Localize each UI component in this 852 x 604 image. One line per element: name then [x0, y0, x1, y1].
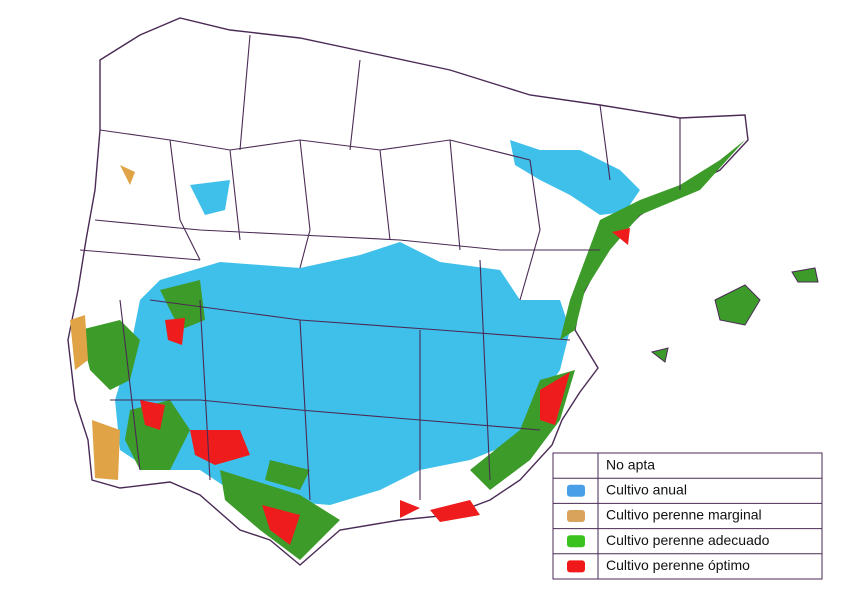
province-border	[79, 34, 681, 501]
legend-swatch	[567, 484, 585, 497]
legend-label: Cultivo anual	[606, 482, 687, 498]
legend: No apta Cultivo anual Cultivo perenne marg…	[552, 452, 823, 580]
island	[714, 284, 761, 326]
legend-label: Cultivo perenne adecuado	[606, 532, 770, 548]
island	[650, 347, 669, 363]
legend-swatch	[567, 510, 585, 522]
legend-label: No apta	[606, 456, 655, 472]
marginal-zone	[70, 165, 135, 480]
annual-zone	[510, 140, 640, 215]
annual-zone	[190, 180, 230, 215]
island	[791, 267, 819, 283]
legend-swatch	[567, 535, 585, 548]
legend-label: Cultivo perenne óptimo	[606, 557, 750, 573]
legend-label: Cultivo perenne marginal	[606, 507, 762, 523]
legend-swatch	[567, 560, 585, 573]
